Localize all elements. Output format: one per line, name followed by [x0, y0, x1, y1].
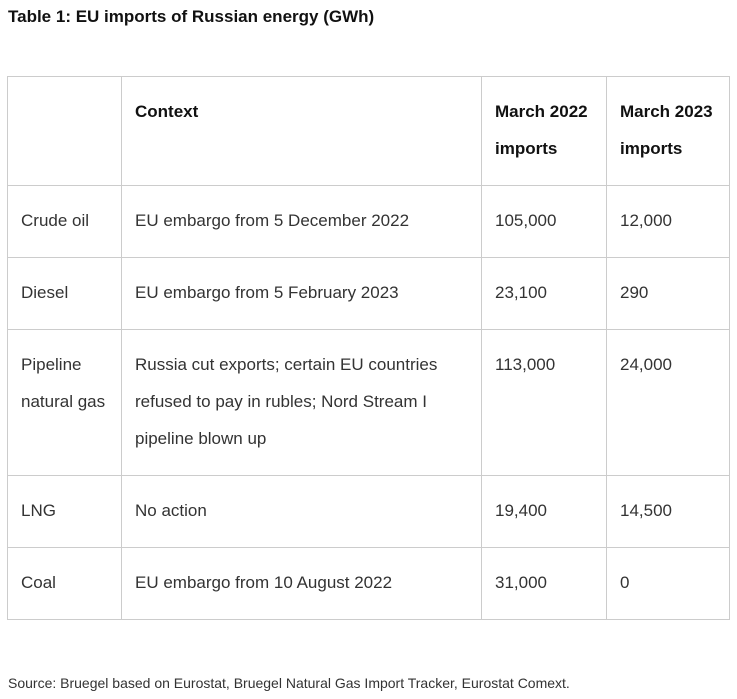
row-label-cell: Pipeline natural gas	[7, 329, 122, 476]
context-cell: Russia cut exports; certain EU countries…	[121, 329, 482, 476]
header-cell-march-2022-imports: March 2022 imports	[481, 76, 607, 186]
page-title: Table 1: EU imports of Russian energy (G…	[8, 7, 375, 26]
march-2022-value-cell: 113,000	[481, 329, 607, 476]
march-2022-value-cell: 23,100	[481, 257, 607, 330]
march-2022-value-cell: 105,000	[481, 185, 607, 258]
row-label-cell: Diesel	[7, 257, 122, 330]
energy-imports-table: Context March 2022 imports March 2023 im…	[7, 76, 730, 620]
table-row-diesel: Diesel EU embargo from 5 February 2023 2…	[7, 257, 730, 330]
row-label-cell: Crude oil	[7, 185, 122, 258]
context-cell: EU embargo from 5 December 2022	[121, 185, 482, 258]
source-note: Source: Bruegel based on Eurostat, Brueg…	[8, 675, 570, 691]
march-2023-value-cell: 24,000	[606, 329, 730, 476]
row-label-cell: Coal	[7, 547, 122, 620]
march-2022-value-cell: 31,000	[481, 547, 607, 620]
header-cell-empty	[7, 76, 122, 186]
context-cell: No action	[121, 475, 482, 548]
table-row-lng: LNG No action 19,400 14,500	[7, 475, 730, 548]
table-row-pipeline-natural-gas: Pipeline natural gas Russia cut exports;…	[7, 329, 730, 476]
march-2023-value-cell: 290	[606, 257, 730, 330]
march-2022-value-cell: 19,400	[481, 475, 607, 548]
table-row-coal: Coal EU embargo from 10 August 2022 31,0…	[7, 547, 730, 620]
march-2023-value-cell: 14,500	[606, 475, 730, 548]
table-row-crude-oil: Crude oil EU embargo from 5 December 202…	[7, 185, 730, 258]
row-label-cell: LNG	[7, 475, 122, 548]
header-cell-march-2023-imports: March 2023 imports	[606, 76, 730, 186]
march-2023-value-cell: 12,000	[606, 185, 730, 258]
header-row: Context March 2022 imports March 2023 im…	[7, 76, 730, 186]
context-cell: EU embargo from 5 February 2023	[121, 257, 482, 330]
context-cell: EU embargo from 10 August 2022	[121, 547, 482, 620]
march-2023-value-cell: 0	[606, 547, 730, 620]
header-cell-context: Context	[121, 76, 482, 186]
